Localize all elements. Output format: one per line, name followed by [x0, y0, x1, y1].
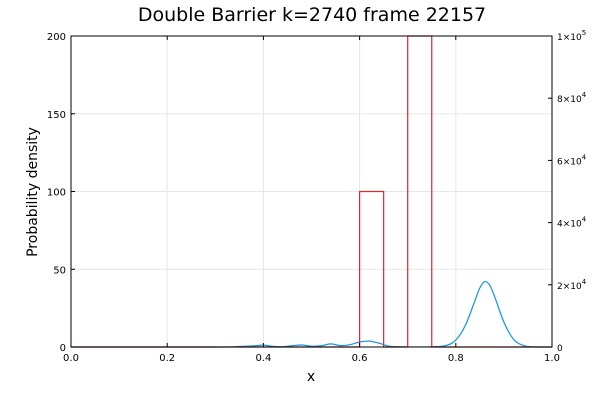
y2-tick-label: 4×104: [557, 216, 587, 230]
y2-tick-label: 0: [557, 344, 563, 354]
y2-tick-label: 8×104: [557, 91, 587, 105]
y2-tick-label: 2×104: [557, 278, 587, 292]
y-tick-label: 200: [47, 32, 66, 43]
y-tick-label: 150: [47, 110, 66, 121]
chart-title: Double Barrier k=2740 frame 22157: [138, 4, 486, 26]
grid: [70, 35, 553, 348]
density-series-line: [70, 280, 553, 348]
x-tick-label: 0.0: [63, 353, 79, 364]
x-tick-label: 0.6: [352, 353, 368, 364]
y-tick-label: 0: [60, 343, 66, 354]
y2-tick-label: 1×105: [557, 29, 586, 43]
x-tick-label: 1.0: [544, 353, 560, 364]
x-tick-label: 0.8: [448, 353, 464, 364]
x-tick-label: 0.2: [159, 353, 175, 364]
ticks: 0.0 0.2 0.4 0.6 0.8 1.005010015020002×1044×10…: [47, 29, 587, 364]
y2-tick-label: 6×104: [557, 153, 587, 167]
y-tick-label: 100: [47, 188, 66, 199]
x-tick-label: 0.4: [255, 353, 271, 364]
y-axis-label: Probability density: [25, 127, 41, 257]
y-tick-label: 50: [53, 265, 66, 276]
x-axis-label: x: [307, 369, 315, 385]
